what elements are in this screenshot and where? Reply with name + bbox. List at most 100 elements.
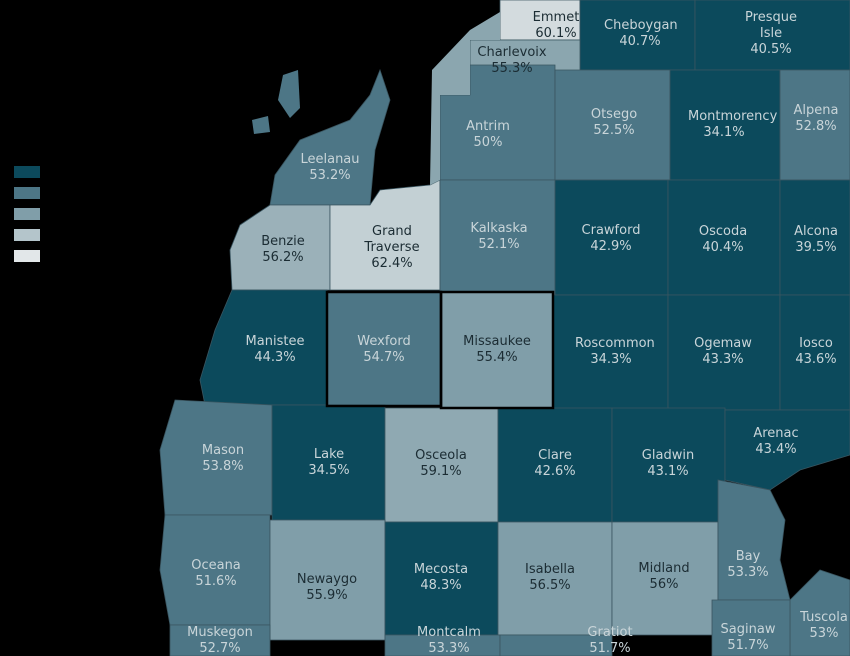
legend-swatch: [14, 250, 40, 262]
county-share: 34.1%: [703, 125, 745, 140]
county-share: 52.7%: [199, 641, 241, 656]
county: [779, 179, 850, 296]
county-label: Antrim 50%: [466, 119, 510, 151]
county-name: Otsego: [590, 107, 638, 122]
county-name: Arenac: [753, 426, 799, 441]
county-label: Otsego 52.5%: [591, 107, 637, 139]
county: [717, 479, 791, 601]
county: [724, 409, 850, 491]
county-name: Gladwin: [641, 448, 695, 463]
county-label: Missaukee 55.4%: [463, 334, 531, 366]
county-share: 43.6%: [795, 352, 837, 367]
county-name: Emmet: [532, 10, 580, 25]
county-label: Oscoda 40.4%: [699, 224, 747, 256]
county-share: 44.3%: [254, 350, 296, 365]
county-label: Roscommon 34.3%: [575, 336, 655, 368]
county: [779, 69, 850, 181]
county-share: 39.5%: [795, 240, 837, 255]
county-name: Mason: [201, 443, 245, 458]
county-name: Ogemaw: [694, 336, 752, 351]
county-name: Gratiot: [587, 625, 633, 640]
county-share: 40.5%: [750, 42, 792, 57]
legend-swatch: [14, 229, 40, 241]
county-label: Newaygo 55.9%: [297, 572, 357, 604]
county-label: Clare 42.6%: [534, 448, 575, 480]
county: [779, 294, 850, 411]
county-name: Lake: [313, 447, 345, 462]
county-name: Grand Traverse: [364, 224, 420, 255]
county-label: Presque Isle 40.5%: [735, 10, 807, 58]
county-label: Gladwin 43.1%: [642, 448, 694, 480]
county-name: Presque Isle: [745, 10, 797, 41]
island: [278, 70, 300, 118]
county-share: 60.1%: [535, 26, 577, 41]
legend-swatch: [14, 187, 40, 199]
legend-swatch: [14, 166, 40, 178]
county-name: Iosco: [799, 336, 833, 351]
county-label: Tuscola 53%: [800, 610, 848, 642]
county-share: 51.6%: [195, 574, 237, 589]
county-label: Osceola 59.1%: [415, 448, 467, 480]
county-name: Osceola: [415, 448, 467, 463]
county-share: 42.6%: [534, 464, 576, 479]
county-name: Saginaw: [720, 622, 776, 637]
county-name: Montmorency: [688, 109, 778, 124]
county-label: Bay 53.3%: [727, 549, 768, 581]
county-label: Cheboygan 40.7%: [604, 18, 678, 50]
county-name: Alcona: [794, 224, 838, 239]
county-name: Benzie: [261, 234, 305, 249]
highlight-outline: [439, 290, 555, 410]
county-label: Wexford 54.7%: [357, 334, 410, 366]
county-share: 55.4%: [476, 350, 518, 365]
county-name: Leelanau: [300, 152, 360, 167]
county-share: 59.1%: [420, 464, 462, 479]
county-share: 53.2%: [309, 168, 351, 183]
county-share: 40.4%: [702, 240, 744, 255]
county-name: Alpena: [793, 103, 839, 118]
county-share: 55.3%: [491, 61, 533, 76]
county-share: 56%: [649, 577, 679, 592]
county-share: 34.5%: [308, 463, 350, 478]
county-share: 40.7%: [619, 34, 661, 49]
legend: [14, 166, 40, 262]
county-share: 50%: [473, 135, 503, 150]
county-name: Antrim: [466, 119, 510, 134]
county-share: 51.7%: [727, 638, 769, 653]
county-share: 52.1%: [478, 237, 520, 252]
county: [499, 634, 613, 656]
county-share: 62.4%: [371, 256, 413, 271]
county-label: Isabella 56.5%: [525, 562, 575, 594]
county-label: Muskegon 52.7%: [187, 625, 253, 656]
county-share: 51.7%: [589, 641, 631, 656]
county-label: Iosco 43.6%: [795, 336, 836, 368]
county-share: 42.9%: [590, 239, 632, 254]
county-name: Bay: [735, 549, 761, 564]
county-share: 34.3%: [590, 352, 632, 367]
county-share: 43.3%: [702, 352, 744, 367]
county-name: Roscommon: [575, 336, 655, 351]
county-label: Crawford 42.9%: [582, 223, 641, 255]
county-name: Cheboygan: [604, 18, 678, 33]
county-name: Clare: [538, 448, 572, 463]
county-share: 43.1%: [647, 464, 689, 479]
county-share: 53.3%: [428, 641, 470, 656]
county-share: 53.8%: [202, 459, 244, 474]
county: [694, 0, 850, 71]
county-name: Charlevoix: [477, 45, 547, 60]
legend-swatch: [14, 208, 40, 220]
counties: [159, 0, 850, 656]
county-label: Benzie 56.2%: [261, 234, 305, 266]
county-share: 55.9%: [306, 588, 348, 603]
coast: [430, 12, 500, 185]
county-share: 52.8%: [795, 119, 837, 134]
county-label: Midland 56%: [638, 561, 689, 593]
county-label: Emmet 60.1%: [533, 10, 580, 42]
county-share: 56.5%: [529, 578, 571, 593]
island: [252, 116, 270, 134]
county-name: Newaygo: [296, 572, 358, 587]
county-share: 52.5%: [593, 123, 635, 138]
county-name: Manistee: [245, 334, 305, 349]
county-name: Isabella: [524, 562, 576, 577]
